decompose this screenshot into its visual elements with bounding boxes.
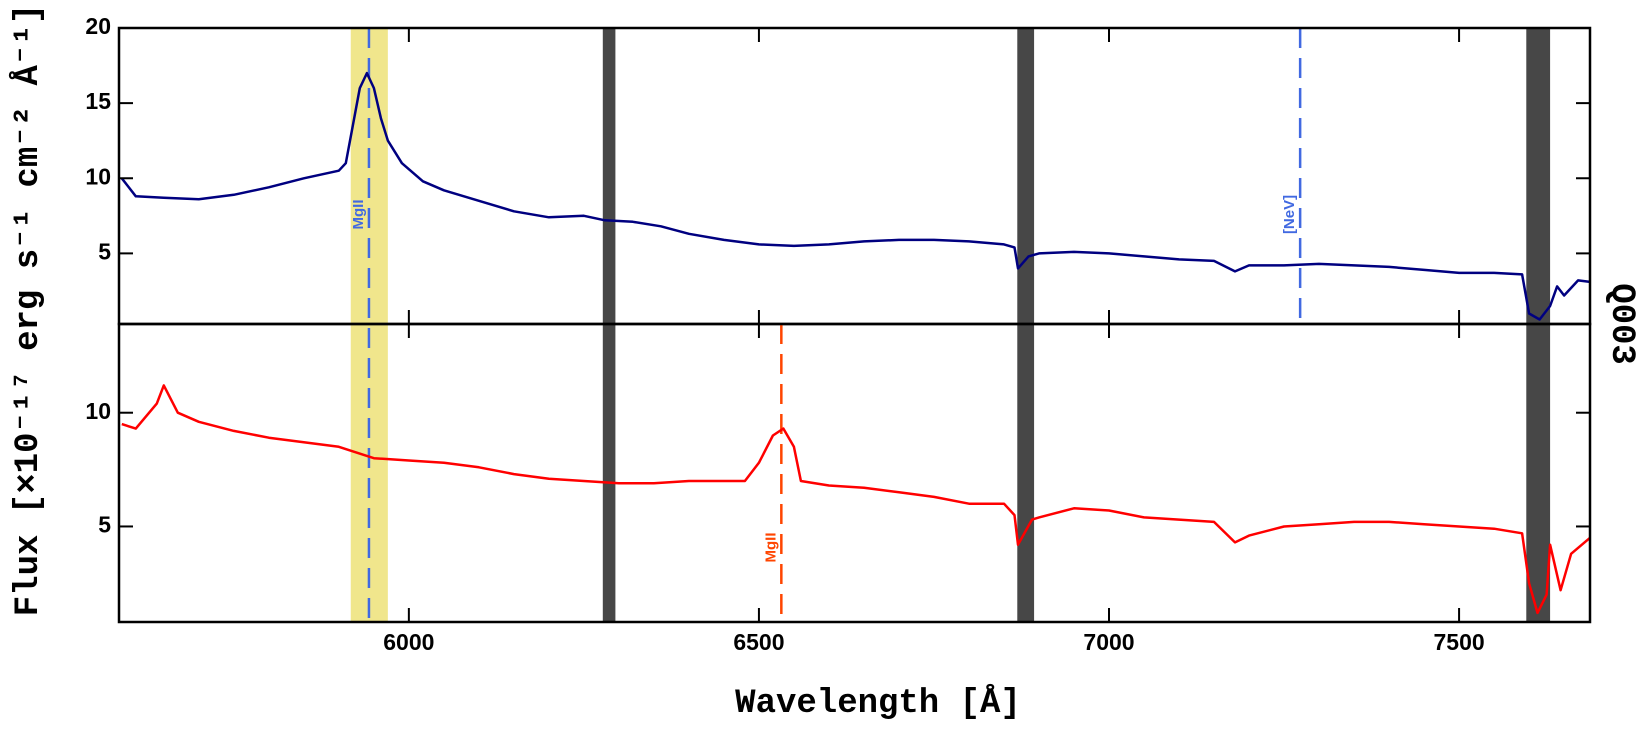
side-label: Q003 [1602,283,1640,365]
y-tick-label: 5 [98,512,111,538]
y-tick-label: 5 [98,238,111,264]
plot-frame [117,26,1592,326]
x-tick-label: 7500 [1433,629,1484,655]
spectrum-line [120,71,1591,321]
line-label: [NeV] [1281,195,1298,234]
y-tick-label: 10 [85,398,111,424]
x-tick-label: 7000 [1083,629,1134,655]
spectrum-line [121,384,1591,615]
plot-frame [117,322,1592,624]
x-axis-label: Wavelength [Å] [735,684,1021,723]
y-axis-label: Flux [×10⁻¹⁷ erg s⁻¹ cm⁻² Å⁻¹] [9,4,48,616]
x-tick-label: 6000 [383,629,434,655]
y-tick-label: 20 [85,13,111,39]
y-tick-label: 10 [85,163,111,189]
y-tick-label: 15 [85,88,111,114]
line-label: MgII [350,199,367,229]
line-label: MgII [762,533,779,563]
x-tick-label: 6500 [733,629,784,655]
